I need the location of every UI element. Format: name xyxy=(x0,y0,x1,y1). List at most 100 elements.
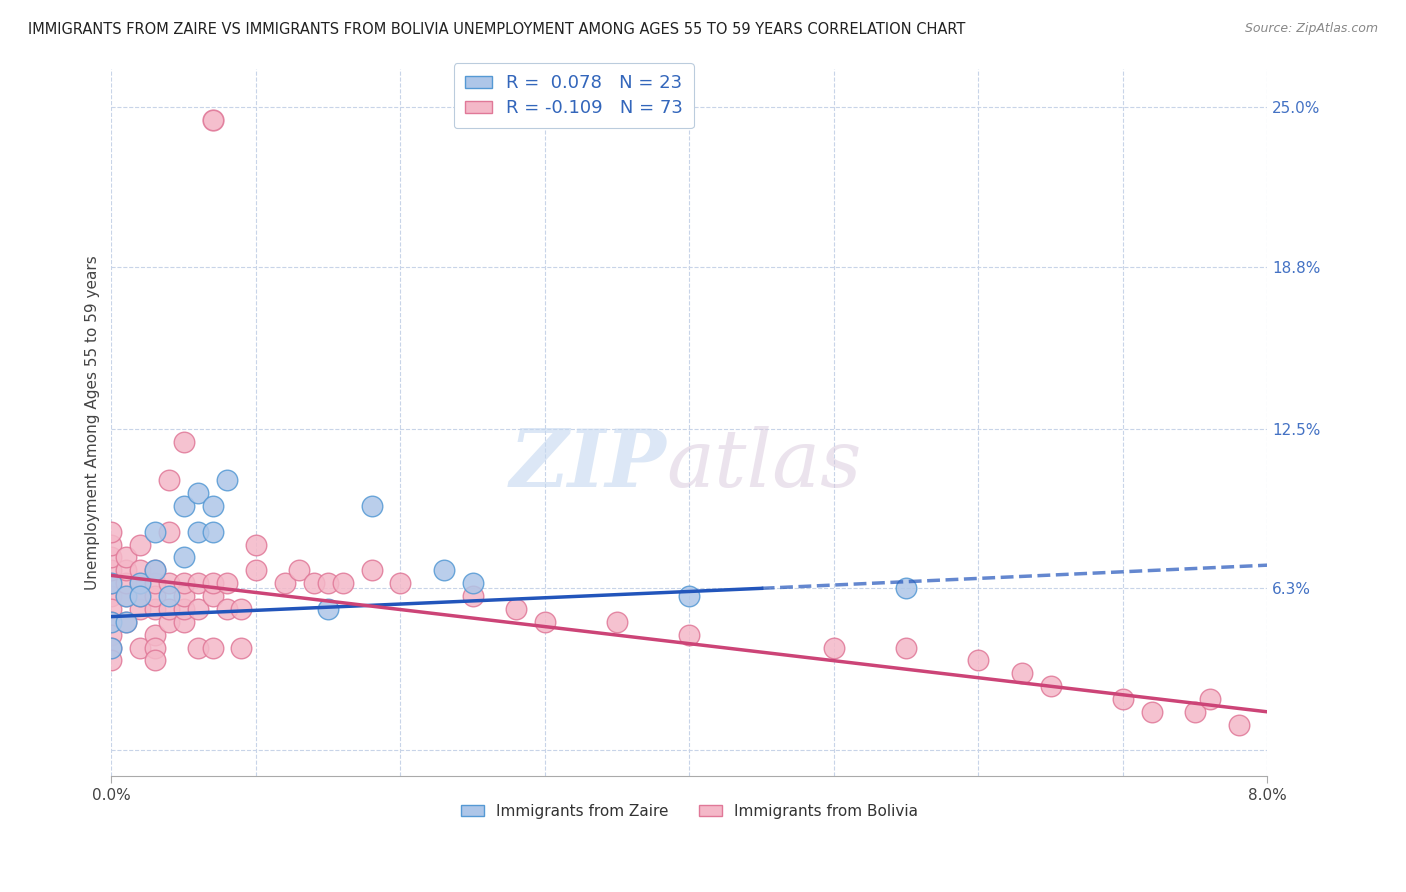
Point xyxy=(187,602,209,616)
Point xyxy=(1227,717,1250,731)
Point xyxy=(129,640,152,655)
Point xyxy=(129,576,152,591)
Point xyxy=(157,615,180,629)
Point xyxy=(1140,705,1163,719)
Point xyxy=(1039,679,1062,693)
Point xyxy=(100,589,122,603)
Point xyxy=(1011,666,1033,681)
Point xyxy=(100,550,122,565)
Point xyxy=(187,576,209,591)
Point xyxy=(534,615,557,629)
Point xyxy=(129,563,152,577)
Point xyxy=(245,563,267,577)
Point xyxy=(201,499,224,513)
Point xyxy=(115,615,138,629)
Point xyxy=(115,615,138,629)
Point xyxy=(823,640,845,655)
Point xyxy=(115,576,138,591)
Text: atlas: atlas xyxy=(666,426,862,504)
Point xyxy=(100,576,122,591)
Point xyxy=(245,538,267,552)
Point xyxy=(100,563,122,577)
Point xyxy=(143,524,166,539)
Y-axis label: Unemployment Among Ages 55 to 59 years: Unemployment Among Ages 55 to 59 years xyxy=(86,255,100,590)
Text: IMMIGRANTS FROM ZAIRE VS IMMIGRANTS FROM BOLIVIA UNEMPLOYMENT AMONG AGES 55 TO 5: IMMIGRANTS FROM ZAIRE VS IMMIGRANTS FROM… xyxy=(28,22,966,37)
Point xyxy=(173,550,195,565)
Point xyxy=(1198,692,1220,706)
Point xyxy=(100,576,122,591)
Point xyxy=(157,602,180,616)
Point xyxy=(173,602,195,616)
Point xyxy=(115,563,138,577)
Point xyxy=(100,627,122,641)
Point xyxy=(173,576,195,591)
Point xyxy=(360,563,382,577)
Point xyxy=(100,602,122,616)
Point xyxy=(505,602,527,616)
Point xyxy=(896,582,918,596)
Point xyxy=(173,615,195,629)
Point xyxy=(461,576,484,591)
Point xyxy=(143,640,166,655)
Point xyxy=(157,589,180,603)
Point xyxy=(187,524,209,539)
Point xyxy=(129,589,152,603)
Point xyxy=(100,653,122,667)
Point xyxy=(201,524,224,539)
Point xyxy=(100,615,122,629)
Point xyxy=(678,627,700,641)
Point xyxy=(100,524,122,539)
Point xyxy=(129,602,152,616)
Point xyxy=(433,563,456,577)
Point xyxy=(461,589,484,603)
Point xyxy=(157,524,180,539)
Point xyxy=(129,538,152,552)
Point xyxy=(316,576,339,591)
Point xyxy=(231,640,253,655)
Point xyxy=(231,602,253,616)
Point xyxy=(129,589,152,603)
Point xyxy=(129,576,152,591)
Point xyxy=(187,640,209,655)
Text: Source: ZipAtlas.com: Source: ZipAtlas.com xyxy=(1244,22,1378,36)
Point xyxy=(215,602,238,616)
Point xyxy=(274,576,297,591)
Point xyxy=(187,486,209,500)
Point xyxy=(332,576,354,591)
Point xyxy=(201,589,224,603)
Point xyxy=(215,576,238,591)
Point xyxy=(143,563,166,577)
Point xyxy=(201,640,224,655)
Point xyxy=(173,499,195,513)
Point xyxy=(173,434,195,449)
Point xyxy=(1112,692,1135,706)
Point xyxy=(157,576,180,591)
Point xyxy=(288,563,311,577)
Point xyxy=(115,589,138,603)
Point xyxy=(389,576,412,591)
Point xyxy=(100,640,122,655)
Text: ZIP: ZIP xyxy=(509,426,666,504)
Point xyxy=(143,563,166,577)
Point xyxy=(100,640,122,655)
Point xyxy=(143,627,166,641)
Point xyxy=(115,589,138,603)
Point xyxy=(100,538,122,552)
Point xyxy=(360,499,382,513)
Point xyxy=(215,473,238,487)
Point xyxy=(201,113,224,128)
Point xyxy=(606,615,628,629)
Point xyxy=(896,640,918,655)
Point xyxy=(143,576,166,591)
Legend: Immigrants from Zaire, Immigrants from Bolivia: Immigrants from Zaire, Immigrants from B… xyxy=(454,798,924,825)
Point xyxy=(115,550,138,565)
Point xyxy=(143,589,166,603)
Point xyxy=(967,653,990,667)
Point xyxy=(173,589,195,603)
Point xyxy=(302,576,325,591)
Point xyxy=(100,615,122,629)
Point xyxy=(143,653,166,667)
Point xyxy=(678,589,700,603)
Point xyxy=(201,576,224,591)
Point xyxy=(1184,705,1206,719)
